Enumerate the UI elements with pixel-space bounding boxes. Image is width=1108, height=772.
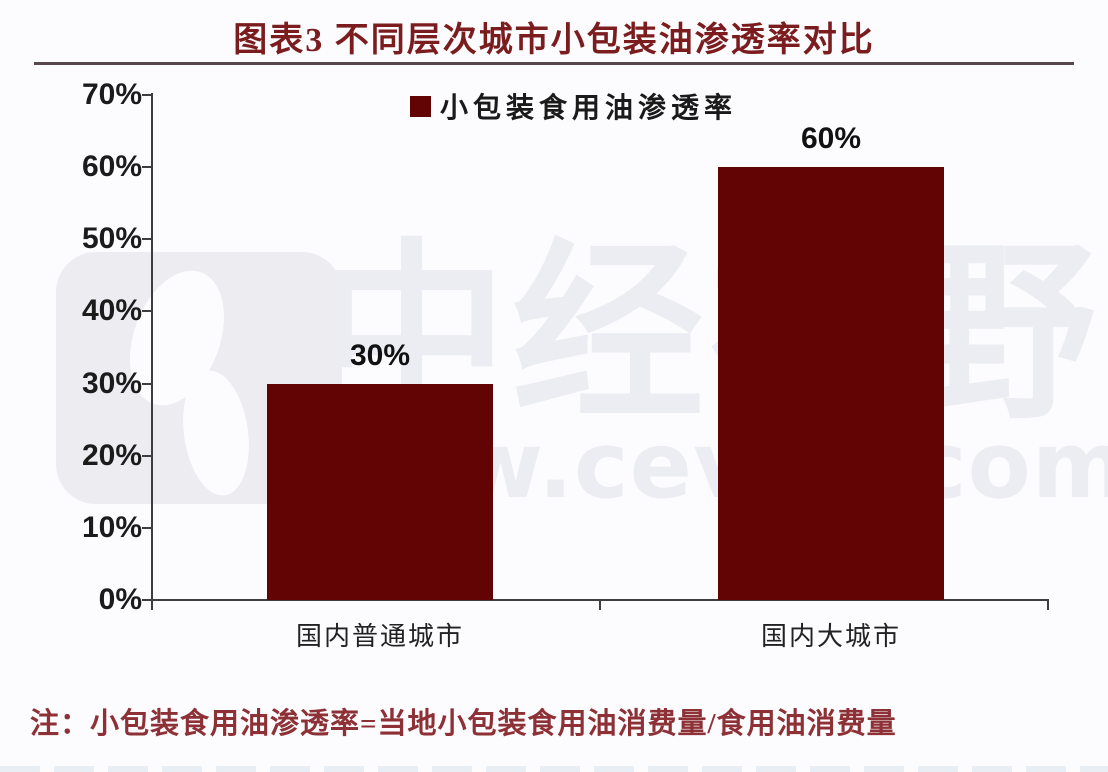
y-axis-tick: [142, 94, 152, 96]
title-divider: [34, 62, 1074, 65]
legend-label: 小包装食用油渗透率: [440, 93, 738, 124]
y-axis-tick: [142, 310, 152, 313]
y-axis-line: [151, 93, 153, 602]
y-axis-tick-label: 60%: [81, 150, 142, 184]
x-axis-line: [151, 599, 1049, 601]
y-axis-tick: [142, 526, 152, 529]
x-axis-tick: [599, 601, 601, 610]
bar-2: [718, 167, 944, 600]
y-axis-tick: [142, 166, 152, 169]
y-axis-tick-label: 10%: [81, 510, 142, 544]
y-axis-tick: [142, 599, 152, 601]
y-axis-tick-label: 0%: [98, 583, 142, 616]
x-category-label: 国内大城市: [760, 622, 901, 651]
y-axis-tick: [142, 238, 152, 241]
y-axis-tick-label: 30%: [81, 366, 142, 400]
chart-title: 图表3 不同层次城市小包装油渗透率对比: [233, 22, 875, 59]
y-axis-tick: [142, 454, 152, 457]
y-axis-tick-label: 20%: [81, 438, 142, 472]
x-axis-tick: [1047, 601, 1049, 610]
footnote: 注：小包装食用油渗透率=当地小包装食用油消费量/食用油消费量: [30, 708, 897, 740]
legend: 小包装食用油渗透率: [410, 86, 737, 126]
bar-value-label: 30%: [349, 338, 411, 372]
y-axis-tick-label: 70%: [81, 78, 142, 111]
bar-1: [267, 383, 493, 600]
bar-value-label: 60%: [800, 122, 862, 156]
y-axis-tick-label: 40%: [81, 294, 142, 328]
x-category-label: 国内普通城市: [295, 622, 464, 651]
x-axis-tick: [151, 601, 153, 610]
y-axis-tick-label: 50%: [81, 222, 142, 256]
y-axis-tick: [142, 382, 152, 385]
legend-swatch: [410, 95, 431, 117]
bottom-dashed-line: [0, 766, 1108, 772]
